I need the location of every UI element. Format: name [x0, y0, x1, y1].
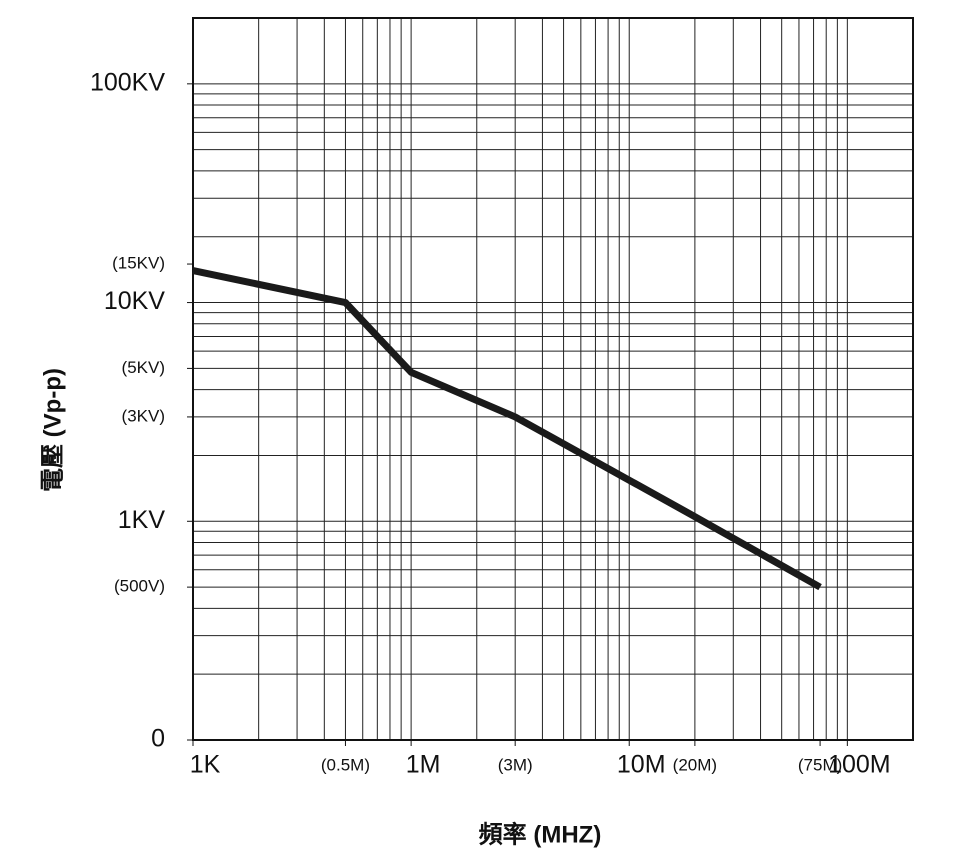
y-axis-label: 電壓 (Vp-p): [39, 368, 66, 492]
x-tick-label: (0.5M): [321, 755, 370, 774]
plot-frame: [192, 17, 914, 741]
x-tick-label: (20M): [673, 755, 717, 774]
y-tick-label: 1KV: [118, 506, 166, 534]
x-axis-label: 頻率 (MHZ): [479, 820, 602, 848]
x-tick-label: 1K: [190, 751, 221, 779]
x-tick-label: (75M): [798, 755, 842, 774]
y-tick-label: (5KV): [122, 358, 165, 377]
x-tick-label: 10M: [617, 751, 666, 779]
data-line: [192, 267, 822, 591]
y-tick-label: (3KV): [122, 406, 165, 425]
x-tick-label: 1M: [406, 751, 441, 779]
y-tick-label: 100KV: [90, 68, 165, 96]
x-tick-label: (3M): [498, 755, 533, 774]
y-tick-label: 0: [151, 725, 165, 753]
y-tick-label: (15KV): [112, 254, 165, 273]
x-tick-label: 100M: [828, 751, 891, 779]
y-tick-label: 10KV: [104, 287, 165, 315]
y-tick-label: (500V): [114, 577, 165, 596]
